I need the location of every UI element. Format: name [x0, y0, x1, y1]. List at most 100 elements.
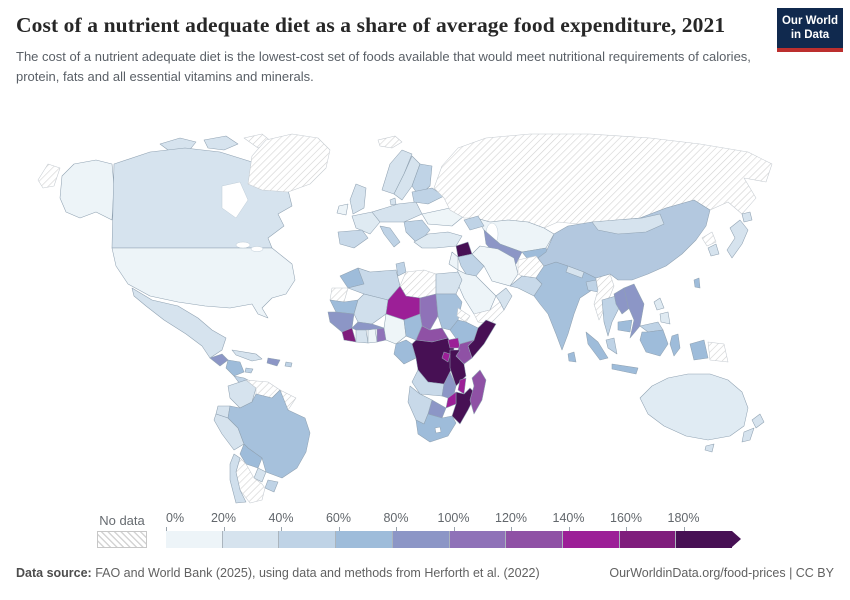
no-data-label: No data	[99, 513, 145, 528]
legend-bin-80-100%[interactable]	[391, 531, 449, 548]
chart-subtitle: The cost of a nutrient adequate diet is …	[16, 49, 751, 84]
legend-bin-0-20%[interactable]	[166, 531, 222, 548]
region-france[interactable]	[351, 211, 381, 235]
region-iceland[interactable]	[377, 135, 403, 149]
region-new-zealand[interactable]	[741, 413, 765, 443]
region-papua-new-guinea[interactable]	[707, 341, 729, 363]
legend-no-data[interactable]: No data	[97, 513, 147, 548]
legend-bin-120-140%[interactable]	[505, 531, 562, 548]
no-data-swatch[interactable]	[97, 531, 147, 548]
region-saudi-arabia[interactable]	[455, 269, 497, 315]
great-lakes	[235, 241, 251, 249]
legend-bin-100-120%[interactable]	[448, 531, 506, 548]
legend-tick-mark	[338, 527, 340, 531]
region-cameroon[interactable]	[403, 313, 423, 341]
region-indonesia[interactable]	[585, 329, 709, 375]
legend-tick-mark	[511, 527, 512, 531]
region-uzbekistan-turkmenistan[interactable]	[483, 229, 523, 265]
legend-tick-label: 120%	[495, 511, 527, 525]
region-paraguay[interactable]	[253, 467, 267, 483]
legend-bin-20-40%[interactable]	[221, 531, 279, 548]
region-usa[interactable]	[111, 247, 296, 319]
world-map	[37, 133, 773, 504]
region-canada[interactable]	[111, 147, 293, 249]
region-caucasus[interactable]	[463, 215, 485, 231]
region-taiwan[interactable]	[693, 277, 701, 289]
region-russia[interactable]	[433, 133, 773, 229]
owid-license-link[interactable]: OurWorldinData.org/food-prices | CC BY	[609, 566, 834, 580]
region-central-europe[interactable]	[371, 201, 423, 223]
region-denmark[interactable]	[389, 197, 397, 206]
region-rwanda-burundi[interactable]	[441, 351, 451, 363]
region-alaska[interactable]	[59, 159, 115, 221]
legend-bin-60-80%[interactable]	[335, 531, 392, 548]
region-puerto-rico[interactable]	[284, 361, 293, 368]
region-cambodia[interactable]	[617, 319, 633, 333]
region-greenland[interactable]	[247, 133, 331, 193]
region-iberia[interactable]	[337, 229, 369, 249]
region-tasmania[interactable]	[704, 443, 715, 453]
region-eritrea[interactable]	[456, 307, 471, 323]
region-chukotka[interactable]	[37, 163, 61, 189]
region-hispaniola[interactable]	[266, 357, 281, 367]
region-myanmar[interactable]	[593, 273, 615, 321]
legend-tick-mark	[223, 527, 225, 531]
region-mongolia[interactable]	[591, 213, 665, 235]
legend-colorbar-wrap: 0% 20% 40% 60% 80% 100% 120% 140% 160% 180%	[166, 511, 742, 548]
region-sri-lanka[interactable]	[567, 351, 577, 363]
region-zimbabwe[interactable]	[445, 391, 457, 409]
map-legend: No data 0% 20% 40% 60% 80% 100% 120% 140% 160% 18…	[97, 511, 742, 548]
page-title: Cost of a nutrient adequate diet as a sh…	[16, 13, 726, 37]
region-arctic-islands[interactable]	[159, 135, 239, 153]
region-cuba[interactable]	[231, 349, 263, 362]
legend-open-end-arrow	[732, 531, 742, 547]
data-source-label: Data source:	[16, 566, 92, 580]
region-uruguay[interactable]	[264, 479, 279, 493]
region-egypt[interactable]	[435, 271, 463, 295]
region-turkey[interactable]	[413, 231, 463, 249]
region-uganda[interactable]	[447, 337, 461, 349]
region-chile[interactable]	[229, 453, 247, 504]
region-laos[interactable]	[613, 287, 633, 315]
region-philippines[interactable]	[653, 297, 671, 325]
region-mozambique[interactable]	[451, 387, 477, 425]
region-australia[interactable]	[639, 373, 749, 441]
region-libya[interactable]	[399, 269, 437, 299]
region-honduras-nicaragua[interactable]	[225, 359, 245, 377]
region-tunisia[interactable]	[395, 261, 407, 277]
region-north-korea[interactable]	[701, 231, 717, 247]
region-ireland[interactable]	[336, 203, 349, 216]
region-brazil[interactable]	[227, 389, 311, 479]
legend-bin-160-180%[interactable]	[618, 531, 676, 548]
legend-bin-40-60%[interactable]	[278, 531, 336, 548]
region-mexico[interactable]	[131, 287, 227, 359]
legend-tick-label: 60%	[325, 511, 352, 525]
region-jamaica[interactable]	[244, 367, 254, 374]
region-jordan-israel[interactable]	[448, 251, 459, 271]
chart-footer: Data source: FAO and World Bank (2025), …	[0, 566, 850, 580]
region-chad[interactable]	[419, 293, 439, 331]
owid-logo[interactable]: Our World in Data	[777, 8, 843, 52]
region-mali[interactable]	[353, 293, 389, 325]
region-belarus-baltics[interactable]	[411, 187, 445, 205]
legend-bin-180%+[interactable]	[675, 531, 733, 548]
region-south-korea[interactable]	[707, 243, 720, 257]
legend-colorbar	[166, 531, 742, 548]
region-italy[interactable]	[379, 225, 401, 248]
region-tanzania[interactable]	[449, 349, 467, 387]
region-vietnam[interactable]	[623, 283, 645, 339]
legend-tick-label: 180%	[667, 511, 700, 525]
region-oman[interactable]	[495, 287, 513, 311]
region-ukraine[interactable]	[421, 207, 465, 227]
legend-tick-label: 20%	[210, 511, 237, 525]
hudson-bay	[221, 181, 249, 219]
region-uk[interactable]	[349, 183, 367, 215]
region-ghana[interactable]	[367, 328, 378, 344]
region-ivory-coast[interactable]	[355, 329, 369, 344]
region-western-sahara[interactable]	[329, 287, 349, 303]
region-lesotho[interactable]	[434, 426, 442, 434]
region-madagascar[interactable]	[469, 369, 487, 415]
legend-bin-140-160%[interactable]	[561, 531, 619, 548]
legend-tick-mark	[396, 527, 397, 531]
region-japan[interactable]	[726, 211, 753, 259]
